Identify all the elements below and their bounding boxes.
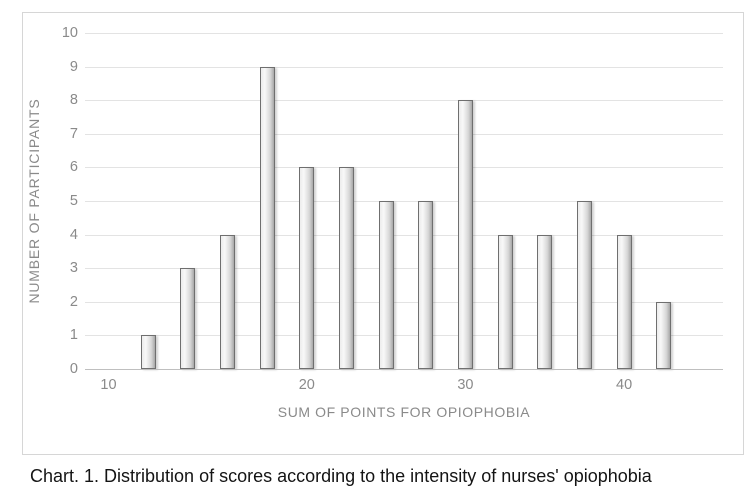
bar [656,301,672,369]
y-axis-title: NUMBER OF PARTICIPANTS [26,98,42,304]
bar [299,167,315,369]
gridline [85,133,723,135]
y-tick-label: 6 [69,159,78,176]
figure-caption: Chart. 1. Distribution of scores accordi… [30,466,652,486]
bar [378,201,394,369]
gridline [85,167,723,169]
gridline [85,268,723,270]
x-tick-label: 20 [298,377,315,393]
y-tick-label: 4 [69,226,78,243]
x-axis-title: SUM OF POINTS FOR OPIOPHOBIA [277,404,531,420]
y-tick-label: 9 [69,58,78,75]
gridline [85,33,723,34]
y-tick-label: 5 [69,193,78,209]
bar [338,167,354,369]
gridline [85,301,723,303]
y-tick-label: 8 [69,92,78,109]
x-tick-label: 10 [100,377,117,393]
bar [259,66,275,369]
gridline [85,234,723,236]
bar [537,234,553,369]
gridline [85,335,723,337]
bar [418,201,434,369]
bar [497,234,513,369]
y-tick-label: 7 [69,125,78,142]
bar [219,234,235,369]
x-tick-label: 30 [457,377,474,393]
x-axis-line [85,369,723,370]
bar [576,201,592,369]
bar [180,268,196,369]
bar [457,100,473,369]
gridline [85,201,723,202]
gridline [85,66,723,68]
gridline [85,100,723,102]
y-tick-label: 10 [61,25,78,41]
y-tick-label: 3 [69,260,78,277]
bar [140,335,156,369]
y-tick-label: 2 [69,293,78,310]
y-tick-label: 0 [69,361,78,377]
bar [616,234,632,369]
y-tick-label: 1 [69,327,78,344]
x-tick-label: 40 [616,377,633,393]
